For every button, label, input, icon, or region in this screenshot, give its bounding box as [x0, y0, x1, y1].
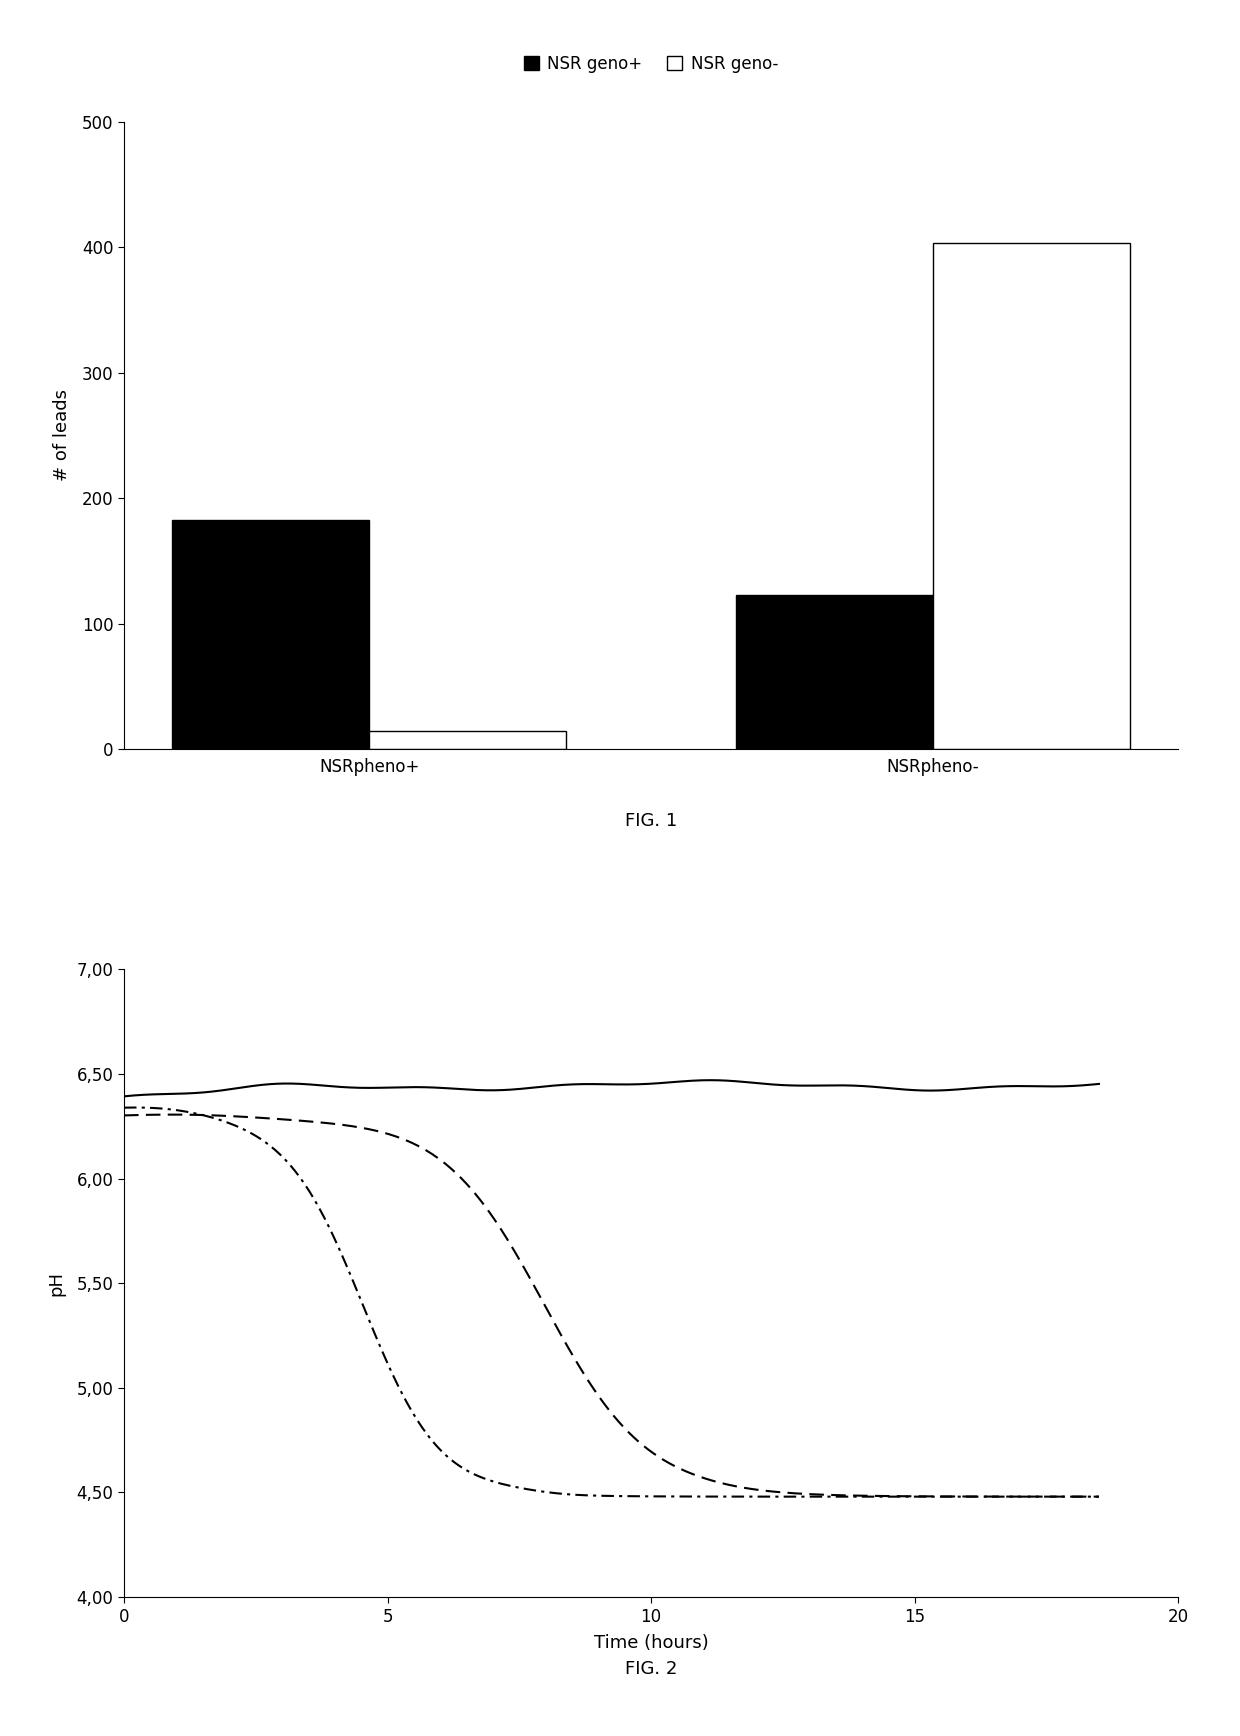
Bar: [172, 519, 370, 750]
Text: FIG. 2: FIG. 2: [625, 1660, 677, 1679]
X-axis label: Time (hours): Time (hours): [594, 1634, 708, 1653]
Y-axis label: # of leads: # of leads: [53, 389, 71, 481]
Legend: NSR geno+, NSR geno-: NSR geno+, NSR geno-: [517, 49, 785, 80]
Text: FIG. 1: FIG. 1: [625, 812, 677, 830]
Y-axis label: pH: pH: [47, 1271, 66, 1295]
Bar: [932, 243, 1130, 750]
Bar: [370, 731, 567, 750]
Bar: [735, 595, 932, 750]
